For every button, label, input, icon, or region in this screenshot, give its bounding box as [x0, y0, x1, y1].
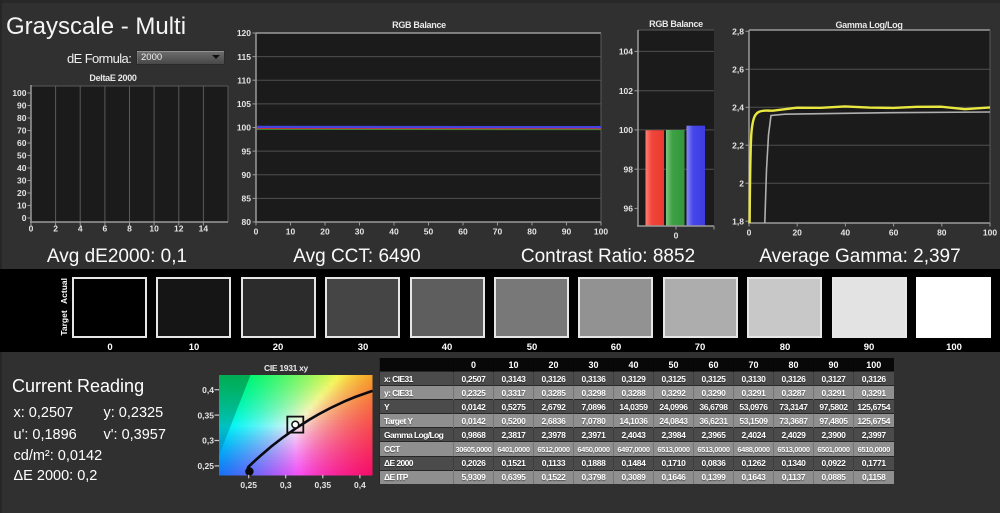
- svg-text:0: 0: [29, 224, 34, 234]
- svg-text:0: 0: [254, 227, 259, 237]
- svg-text:10: 10: [286, 227, 296, 237]
- svg-text:2: 2: [739, 178, 744, 188]
- svg-text:0,35: 0,35: [197, 410, 214, 420]
- svg-text:2: 2: [53, 224, 58, 234]
- svg-text:0,3: 0,3: [280, 480, 292, 490]
- svg-text:40: 40: [389, 227, 399, 237]
- svg-text:80: 80: [17, 113, 27, 123]
- svg-text:50: 50: [424, 227, 434, 237]
- svg-text:120: 120: [237, 28, 251, 38]
- svg-text:30: 30: [355, 227, 365, 237]
- svg-text:80: 80: [242, 217, 252, 227]
- svg-text:70: 70: [17, 126, 27, 136]
- svg-text:40: 40: [17, 163, 27, 173]
- svg-text:85: 85: [242, 194, 252, 204]
- svg-text:105: 105: [237, 99, 251, 109]
- svg-text:100: 100: [619, 125, 633, 135]
- svg-text:60: 60: [17, 138, 27, 148]
- svg-text:0,35: 0,35: [315, 480, 332, 490]
- svg-text:60: 60: [458, 227, 468, 237]
- svg-text:70: 70: [493, 227, 503, 237]
- svg-text:90: 90: [242, 170, 252, 180]
- svg-text:100: 100: [237, 123, 251, 133]
- svg-text:20: 20: [792, 228, 802, 238]
- svg-text:2,6: 2,6: [732, 64, 744, 74]
- svg-text:110: 110: [237, 75, 251, 85]
- svg-text:0,25: 0,25: [197, 461, 214, 471]
- svg-text:14: 14: [199, 224, 209, 234]
- svg-text:0,4: 0,4: [202, 385, 214, 395]
- svg-text:100: 100: [983, 228, 997, 238]
- svg-text:102: 102: [619, 86, 633, 96]
- svg-text:96: 96: [624, 204, 634, 214]
- svg-text:60: 60: [889, 228, 899, 238]
- svg-text:10: 10: [149, 224, 159, 234]
- svg-text:2,2: 2,2: [732, 140, 744, 150]
- svg-text:40: 40: [841, 228, 851, 238]
- svg-text:90: 90: [562, 227, 572, 237]
- svg-text:4: 4: [78, 224, 83, 234]
- svg-text:104: 104: [619, 47, 633, 57]
- svg-text:1,8: 1,8: [732, 216, 744, 226]
- svg-text:50: 50: [17, 151, 27, 161]
- svg-text:20: 20: [17, 188, 27, 198]
- svg-text:0,3: 0,3: [202, 436, 214, 446]
- svg-text:20: 20: [320, 227, 330, 237]
- svg-text:0,4: 0,4: [354, 480, 366, 490]
- svg-text:0,25: 0,25: [240, 480, 257, 490]
- svg-text:100: 100: [12, 88, 26, 98]
- svg-text:0: 0: [22, 213, 27, 223]
- svg-text:80: 80: [527, 227, 537, 237]
- svg-text:90: 90: [17, 101, 27, 111]
- svg-text:12: 12: [174, 224, 184, 234]
- svg-text:10: 10: [17, 201, 27, 211]
- svg-text:80: 80: [937, 228, 947, 238]
- svg-text:100: 100: [594, 227, 608, 237]
- svg-text:8: 8: [127, 224, 132, 234]
- svg-text:95: 95: [242, 146, 252, 156]
- svg-text:2,4: 2,4: [732, 102, 744, 112]
- svg-text:98: 98: [624, 164, 634, 174]
- svg-text:30: 30: [17, 176, 27, 186]
- svg-text:2,8: 2,8: [732, 27, 744, 37]
- svg-text:0: 0: [747, 228, 752, 238]
- svg-text:6: 6: [103, 224, 108, 234]
- svg-text:0: 0: [674, 231, 679, 241]
- svg-text:115: 115: [237, 52, 251, 62]
